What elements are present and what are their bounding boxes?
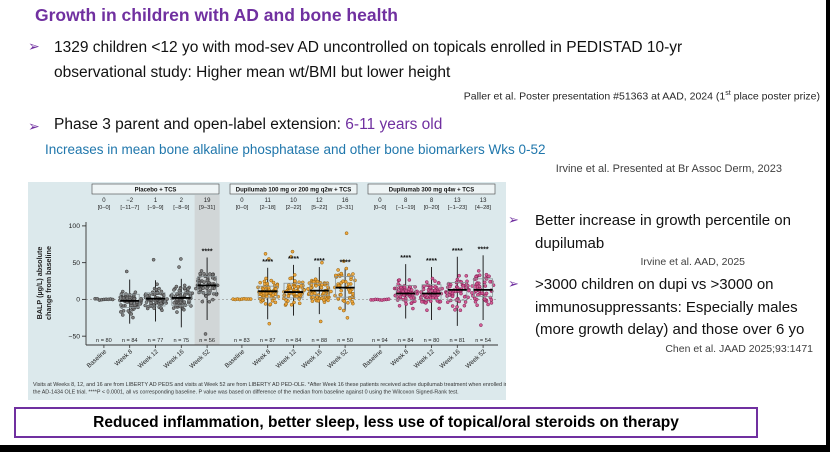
svg-text:0: 0 <box>240 198 244 204</box>
citation-paller-post: place poster prize) <box>730 90 820 103</box>
svg-text:[2–22]: [2–22] <box>286 205 302 211</box>
svg-text:11: 11 <box>265 198 272 204</box>
bottom-banner: Reduced inflammation, better sleep, less… <box>14 407 758 438</box>
bullet-dupi-vs-immunosuppressants-text: >3000 children on dupi vs >3000 on immun… <box>535 276 805 338</box>
svg-text:Dupilumab 300 mg q4w + TCS: Dupilumab 300 mg q4w + TCS <box>389 187 475 193</box>
svg-text:n = 83: n = 83 <box>234 338 250 344</box>
svg-text:[0–20]: [0–20] <box>424 205 440 211</box>
balp-figure: 100 50 0 −50 BALP (µg/L) absolute change from… <box>28 182 506 400</box>
bullet-arrow-icon: ➢ <box>508 276 519 291</box>
svg-text:****: **** <box>452 248 463 255</box>
bullet-dupi-vs-immunosuppressants: ➢ >3000 children on dupi vs >3000 on imm… <box>505 274 826 342</box>
svg-text:n = 50: n = 50 <box>337 338 353 344</box>
bullet-pedistad-text: 1329 children <12 yo with mod-sev AD unc… <box>54 39 683 81</box>
svg-text:Dupilumab 100 mg or 200 mg q2w: Dupilumab 100 mg or 200 mg q2w + TCS <box>236 187 352 193</box>
svg-text:−50: −50 <box>68 333 80 340</box>
svg-text:[−8–9]: [−8–9] <box>173 205 189 211</box>
svg-text:[4–28]: [4–28] <box>475 205 491 211</box>
svg-text:[−1–19]: [−1–19] <box>396 205 416 211</box>
svg-text:19: 19 <box>204 198 211 204</box>
bullet-arrow-icon: ➢ <box>28 38 40 54</box>
svg-text:n = 94: n = 94 <box>372 338 388 344</box>
svg-text:[−9–9]: [−9–9] <box>148 205 164 211</box>
bullet-growth-percentile-text: Better increase in growth percentile on … <box>535 212 791 252</box>
svg-text:[5–22]: [5–22] <box>311 205 327 211</box>
svg-text:****: **** <box>202 249 213 256</box>
svg-text:100: 100 <box>69 223 81 230</box>
svg-text:13: 13 <box>454 198 461 204</box>
svg-text:13: 13 <box>480 198 487 204</box>
svg-text:12: 12 <box>316 198 323 204</box>
svg-text:−2: −2 <box>126 198 134 204</box>
svg-text:[0–0]: [0–0] <box>374 205 387 211</box>
svg-text:Visits at Weeks 8, 12, and 16: Visits at Weeks 8, 12, and 16 are from L… <box>33 382 506 388</box>
subheading-bone-biomarkers: Increases in mean bone alkaline phosphat… <box>45 142 546 157</box>
svg-text:0: 0 <box>76 297 80 304</box>
svg-text:[9–31]: [9–31] <box>199 205 215 211</box>
bullet-phase3-purple: 6-11 years old <box>345 116 443 133</box>
svg-text:n = 84: n = 84 <box>122 338 138 344</box>
svg-text:****: **** <box>478 246 489 253</box>
svg-text:8: 8 <box>430 198 434 204</box>
svg-text:10: 10 <box>290 198 297 204</box>
bullet-phase3-black: Phase 3 parent and open-label extension: <box>54 116 346 133</box>
right-column: ➢ Better increase in growth percentile o… <box>505 210 826 355</box>
citation-irvine-brassocderm: Irvine et al. Presented at Br Assoc Derm… <box>555 163 782 175</box>
svg-text:n = 77: n = 77 <box>148 338 164 344</box>
svg-text:****: **** <box>288 256 299 263</box>
citation-paller-pre: Paller et al. Poster presentation #51363… <box>463 90 726 103</box>
svg-text:16: 16 <box>342 198 349 204</box>
citation-paller: Paller et al. Poster presentation #51363… <box>300 90 820 103</box>
citation-irvine-aad: Irvine et al. AAD, 2025 <box>640 256 745 268</box>
bullet-growth-percentile: ➢ Better increase in growth percentile o… <box>505 210 826 255</box>
svg-text:n = 88: n = 88 <box>311 338 327 344</box>
svg-text:BALP (µg/L) absolute: BALP (µg/L) absolute <box>35 247 44 320</box>
bullet-pedistad: ➢ 1329 children <12 yo with mod-sev AD u… <box>28 36 752 86</box>
svg-text:[−11–7]: [−11–7] <box>120 205 139 211</box>
svg-text:[3–31]: [3–31] <box>337 205 353 211</box>
svg-text:****: **** <box>400 255 411 262</box>
svg-text:****: **** <box>314 258 325 265</box>
svg-text:****: **** <box>426 258 437 265</box>
svg-text:[−1–23]: [−1–23] <box>448 205 468 211</box>
bullet-arrow-icon: ➢ <box>508 212 519 227</box>
svg-text:1: 1 <box>154 198 158 204</box>
svg-text:n = 81: n = 81 <box>449 338 465 344</box>
citation-paller-sup: st <box>725 90 731 97</box>
svg-text:the AD-1434 OLE trial. ****P <: the AD-1434 OLE trial. ****P < 0.0001, a… <box>33 390 459 396</box>
bullet-phase3-text: Phase 3 parent and open-label extension:… <box>54 116 442 138</box>
svg-text:n = 80: n = 80 <box>424 338 440 344</box>
page-title: Growth in children with AD and bone heal… <box>35 5 398 25</box>
citation-chen-jaad: Chen et al. JAAD 2025;93:1471 <box>665 342 813 355</box>
svg-text:n = 54: n = 54 <box>475 338 491 344</box>
svg-text:8: 8 <box>404 198 408 204</box>
svg-text:0: 0 <box>378 198 382 204</box>
bullet-arrow-icon: ➢ <box>28 118 40 134</box>
svg-text:0: 0 <box>102 198 106 204</box>
svg-text:[0–0]: [0–0] <box>98 205 111 211</box>
svg-text:n = 75: n = 75 <box>173 338 189 344</box>
svg-text:change from baseline: change from baseline <box>44 246 53 320</box>
svg-text:n = 84: n = 84 <box>398 338 414 344</box>
svg-text:Placebo + TCS: Placebo + TCS <box>135 187 177 193</box>
svg-text:n = 84: n = 84 <box>286 338 302 344</box>
svg-text:2: 2 <box>180 198 184 204</box>
svg-text:****: **** <box>340 260 351 267</box>
svg-text:****: **** <box>262 259 273 266</box>
svg-text:n = 87: n = 87 <box>260 338 276 344</box>
svg-text:n = 56: n = 56 <box>199 338 215 344</box>
svg-text:[0–0]: [0–0] <box>236 205 249 211</box>
svg-text:n = 80: n = 80 <box>96 338 112 344</box>
bottom-banner-text: Reduced inflammation, better sleep, less… <box>93 413 679 431</box>
svg-text:50: 50 <box>72 260 80 267</box>
svg-text:[2–18]: [2–18] <box>260 205 276 211</box>
bullet-phase3: ➢ Phase 3 parent and open-label extensio… <box>28 116 788 138</box>
